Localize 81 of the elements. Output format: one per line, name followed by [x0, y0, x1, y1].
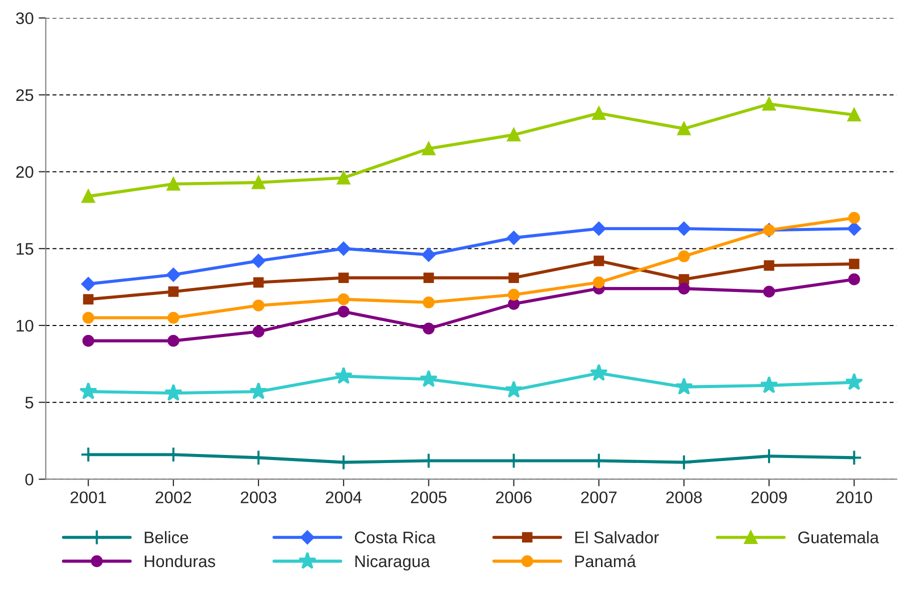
point — [762, 97, 776, 111]
point — [763, 286, 775, 298]
point — [82, 312, 94, 324]
point — [592, 106, 606, 120]
point — [83, 294, 94, 305]
point — [504, 380, 523, 398]
point — [422, 142, 436, 156]
x-tick-label: 2006 — [496, 491, 532, 504]
point — [678, 274, 690, 285]
x-tick-label: 2002 — [156, 491, 192, 504]
point — [848, 212, 860, 224]
point — [508, 288, 520, 301]
point — [166, 268, 180, 282]
point — [167, 312, 180, 324]
x-tick-label: 2004 — [326, 491, 362, 504]
point — [423, 272, 434, 284]
x-tick-label: 2009 — [751, 491, 787, 504]
legend-label: Nicaragua — [355, 554, 430, 571]
point — [592, 276, 605, 288]
point — [848, 273, 860, 286]
point — [422, 248, 436, 262]
point — [336, 242, 351, 256]
point — [252, 254, 266, 268]
point — [81, 277, 96, 291]
point — [334, 366, 353, 384]
y-tick-label: 0 — [25, 474, 34, 486]
point — [506, 230, 521, 245]
point — [677, 122, 691, 136]
point — [422, 322, 435, 334]
point — [760, 376, 778, 394]
point — [678, 250, 690, 262]
point — [508, 272, 519, 284]
point — [164, 384, 182, 401]
point — [252, 176, 266, 190]
point — [764, 260, 774, 271]
point — [674, 378, 693, 395]
point — [677, 222, 691, 236]
point — [848, 108, 861, 122]
point — [847, 222, 862, 236]
point — [82, 334, 94, 347]
point — [592, 222, 606, 236]
point — [79, 382, 98, 400]
y-tick-label: 15 — [16, 243, 34, 255]
point — [338, 272, 349, 284]
legend-label: Guatemala — [798, 531, 879, 544]
x-tick-label: 2005 — [410, 491, 447, 504]
y-tick-label: 25 — [16, 89, 34, 102]
y-tick-label: 10 — [16, 320, 34, 332]
x-tick-label: 2010 — [836, 491, 872, 504]
legend-label: Honduras — [144, 554, 216, 568]
x-tick-label: 2001 — [70, 491, 106, 504]
point — [507, 128, 520, 142]
y-tick-label: 20 — [16, 166, 34, 178]
point — [594, 256, 604, 266]
legend-label: Belice — [144, 531, 188, 544]
x-tick-label: 2008 — [666, 491, 702, 504]
point — [590, 364, 608, 381]
point — [845, 372, 864, 390]
x-tick-label: 2003 — [240, 491, 276, 504]
point — [336, 171, 350, 184]
point — [253, 277, 264, 288]
legend-label: Costa Rica — [354, 531, 436, 544]
point — [420, 370, 438, 388]
x-tick-label: 2007 — [581, 491, 617, 504]
point — [252, 300, 264, 312]
point — [848, 258, 860, 270]
legend-label: El Salvador — [575, 531, 659, 544]
point — [422, 296, 435, 308]
point — [250, 382, 268, 400]
legend-label: Panamá — [575, 554, 636, 568]
point — [168, 286, 179, 297]
point — [338, 293, 350, 306]
point — [252, 326, 264, 338]
point — [338, 306, 350, 318]
point — [166, 177, 180, 191]
y-tick-label: 5 — [25, 396, 34, 409]
point — [167, 334, 180, 347]
point — [82, 190, 95, 203]
point — [508, 298, 520, 310]
point — [678, 282, 690, 294]
y-tick-label: 30 — [16, 12, 34, 24]
